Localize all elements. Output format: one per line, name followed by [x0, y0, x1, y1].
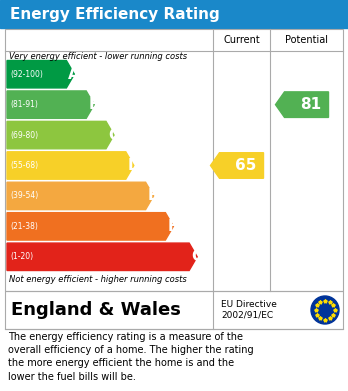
Polygon shape [7, 91, 94, 118]
Polygon shape [7, 152, 134, 179]
Text: The energy efficiency rating is a measure of the
overall efficiency of a home. T: The energy efficiency rating is a measur… [8, 332, 254, 382]
Text: EU Directive
2002/91/EC: EU Directive 2002/91/EC [221, 300, 277, 320]
Text: (81-91): (81-91) [10, 100, 38, 109]
Bar [5, 291, 343, 329]
Polygon shape [276, 92, 329, 117]
Polygon shape [7, 213, 173, 240]
Circle shape [311, 296, 339, 324]
Text: B: B [88, 97, 100, 112]
Text: (69-80): (69-80) [10, 131, 38, 140]
Text: F: F [167, 219, 178, 234]
Text: (92-100): (92-100) [10, 70, 43, 79]
Text: C: C [108, 127, 119, 143]
Polygon shape [7, 61, 74, 88]
Text: (1-20): (1-20) [10, 252, 33, 261]
Polygon shape [211, 153, 263, 178]
Polygon shape [7, 121, 114, 149]
Text: 81: 81 [300, 97, 321, 112]
Text: D: D [128, 158, 141, 173]
Text: Not energy efficient - higher running costs: Not energy efficient - higher running co… [9, 274, 187, 283]
Text: 65: 65 [235, 158, 256, 173]
Text: (21-38): (21-38) [10, 222, 38, 231]
Text: (39-54): (39-54) [10, 192, 38, 201]
Text: Current: Current [223, 35, 260, 45]
Text: England & Wales: England & Wales [11, 301, 181, 319]
Text: A: A [69, 67, 80, 82]
Text: Very energy efficient - lower running costs: Very energy efficient - lower running co… [9, 52, 187, 61]
Polygon shape [7, 182, 153, 210]
Text: Potential: Potential [285, 35, 328, 45]
Text: (55-68): (55-68) [10, 161, 38, 170]
Text: Energy Efficiency Rating: Energy Efficiency Rating [10, 7, 220, 22]
Text: G: G [191, 249, 204, 264]
Bar [5, 29, 343, 291]
Text: E: E [148, 188, 158, 203]
Polygon shape [7, 243, 197, 271]
Bar [0, 0, 348, 28]
